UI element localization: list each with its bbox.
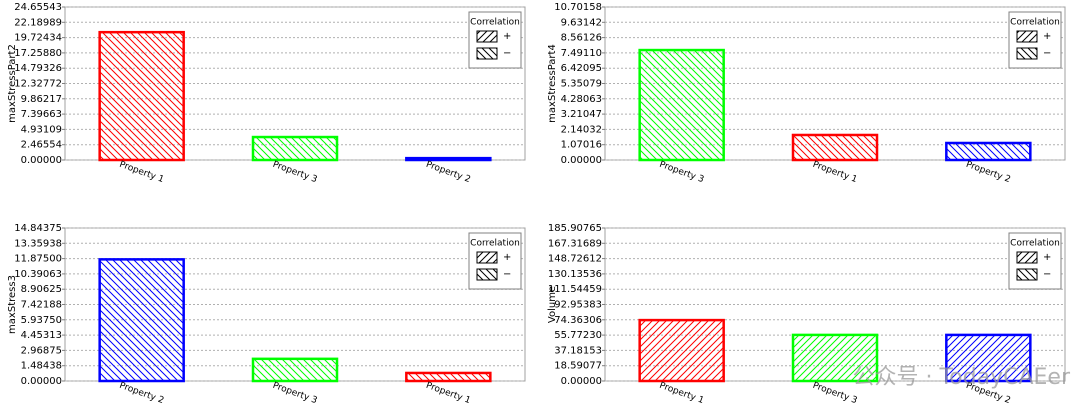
y-tick-label: 10.39063 — [14, 269, 62, 280]
watermark: 公众号 · TodayCAEer — [853, 365, 1071, 390]
y-tick-label: 55.77230 — [554, 330, 602, 341]
bar — [638, 318, 725, 383]
y-tick-label: 4.93109 — [21, 124, 62, 135]
bar — [251, 357, 339, 383]
y-tick-label: 37.18153 — [554, 345, 602, 356]
chart-panel: 0.00000 1.07016 2.14032 3.21047 4.28063 5.350… — [547, 2, 1066, 185]
y-tick-label: 1.07016 — [561, 140, 602, 151]
y-tick-label: 1.48438 — [21, 361, 62, 372]
legend-swatch — [476, 251, 498, 264]
legend-swatch — [1016, 268, 1038, 281]
legend-swatch — [476, 47, 498, 60]
legend-label: + — [503, 31, 511, 42]
y-tick-label: 4.28063 — [561, 94, 602, 105]
bar — [405, 156, 492, 162]
y-tick-label: 14.79326 — [14, 63, 62, 74]
y-tick-label: 9.63142 — [561, 17, 602, 28]
y-tick-label: 8.56126 — [561, 33, 602, 44]
chart-panel: 0.00000 2.46554 4.93109 7.39663 9.86217 12.32… — [7, 2, 526, 185]
y-tick-label: 8.90625 — [21, 284, 62, 295]
y-tick-label: 7.39663 — [21, 109, 62, 120]
y-tick-label: 7.42188 — [21, 299, 62, 310]
legend-label: + — [503, 252, 511, 263]
y-tick-label: 13.35938 — [14, 238, 62, 249]
y-tick-label: 2.14032 — [561, 124, 602, 135]
legend-label: − — [503, 48, 511, 59]
y-tick-label: 12.32772 — [14, 78, 62, 89]
y-tick-label: 2.96875 — [21, 345, 62, 356]
legend-label: − — [503, 269, 511, 280]
y-tick-label: 185.90765 — [548, 223, 602, 234]
y-axis-label: maxStressPart2 — [7, 44, 18, 123]
legend-title: Correlation — [1010, 239, 1060, 249]
y-tick-label: 167.31689 — [548, 238, 602, 249]
legend-title: Correlation — [1010, 18, 1060, 28]
legend-label: + — [1043, 31, 1051, 42]
y-tick-label: 148.72612 — [548, 254, 602, 265]
bar — [945, 141, 1032, 162]
y-tick-label: 5.93750 — [21, 315, 62, 326]
y-tick-label: 9.86217 — [21, 94, 62, 105]
y-tick-label: 6.42095 — [561, 63, 602, 74]
bar — [98, 30, 185, 162]
y-tick-label: 0.00000 — [561, 155, 602, 166]
y-axis-label: maxStressPart4 — [547, 44, 558, 123]
y-tick-label: 17.25880 — [14, 48, 62, 59]
y-axis-label: maxStress3 — [7, 275, 18, 334]
bar — [405, 371, 492, 383]
y-tick-label: 3.21047 — [561, 109, 602, 120]
y-axis-label: Volume — [547, 286, 558, 323]
y-tick-label: 7.49110 — [561, 48, 602, 59]
bar — [251, 135, 339, 162]
y-tick-label: 10.70158 — [554, 2, 602, 13]
legend-label: + — [1043, 252, 1051, 263]
legend-swatch — [476, 30, 498, 43]
y-tick-label: 111.54459 — [548, 284, 602, 295]
y-tick-label: 130.13536 — [548, 269, 602, 280]
legend-swatch — [1016, 30, 1038, 43]
chart-panel: 0.00000 18.59077 37.18153 55.77230 74.36306 9… — [547, 223, 1066, 406]
y-tick-label: 5.35079 — [561, 79, 602, 90]
y-tick-label: 4.45313 — [21, 330, 62, 341]
y-tick-label: 22.18989 — [14, 17, 62, 28]
legend-label: − — [1043, 269, 1051, 280]
legend-swatch — [1016, 47, 1038, 60]
legend-title: Correlation — [470, 239, 520, 249]
legend-swatch — [476, 268, 498, 281]
y-tick-label: 92.95383 — [554, 300, 602, 311]
y-tick-label: 0.00000 — [21, 376, 62, 387]
legend-title: Correlation — [470, 18, 520, 28]
bar — [98, 258, 185, 383]
y-tick-label: 19.72434 — [14, 33, 62, 44]
y-tick-label: 11.87500 — [14, 254, 62, 265]
legend-swatch — [1016, 251, 1038, 264]
bar — [791, 133, 879, 162]
y-tick-label: 74.36306 — [554, 315, 602, 326]
y-tick-label: 0.00000 — [561, 376, 602, 387]
bar — [791, 333, 879, 383]
y-tick-label: 24.65543 — [14, 2, 62, 13]
y-tick-label: 18.59077 — [554, 361, 602, 372]
bar — [945, 333, 1032, 383]
chart-panel: 0.00000 1.48438 2.96875 4.45313 5.93750 7.421… — [7, 223, 526, 406]
legend-label: − — [1043, 48, 1051, 59]
bar — [638, 48, 725, 162]
y-tick-label: 14.84375 — [14, 223, 62, 234]
y-tick-label: 2.46554 — [21, 140, 62, 151]
y-tick-label: 0.00000 — [21, 155, 62, 166]
